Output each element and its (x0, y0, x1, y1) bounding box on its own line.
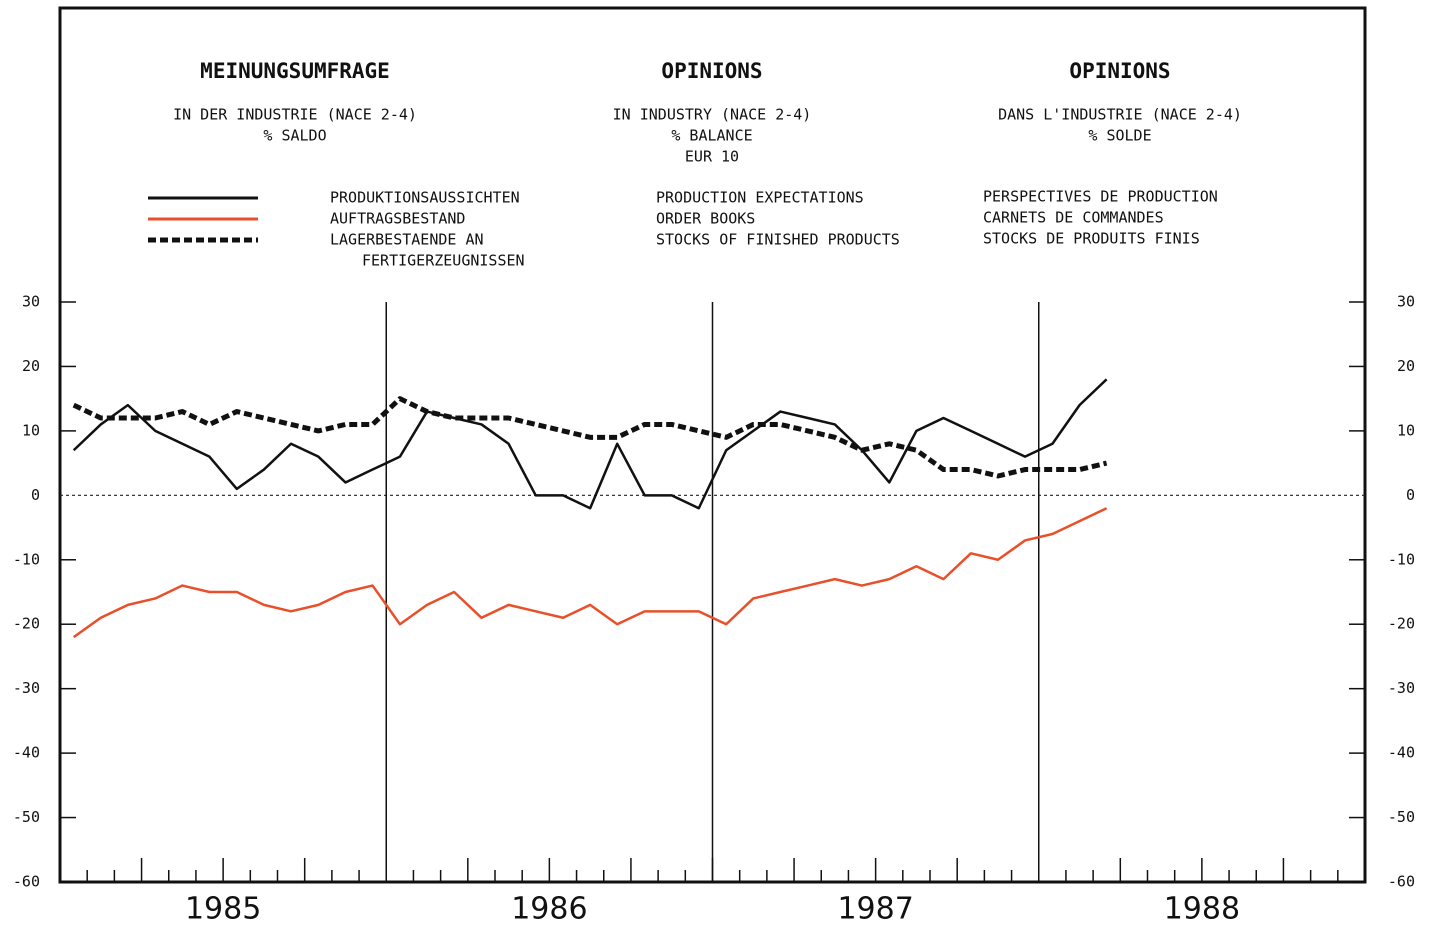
legend-label-de: LAGERBESTAENDE AN (330, 231, 484, 249)
header-title: OPINIONS (661, 59, 762, 83)
legend-label: ORDER BOOKS (656, 210, 755, 228)
y2-tick-label: -50 (1388, 808, 1415, 826)
header-line: IN DER INDUSTRIE (NACE 2-4) (173, 106, 417, 124)
y-tick-label: -10 (13, 550, 40, 568)
y-tick-label: -20 (13, 615, 40, 633)
y-tick-label: 10 (22, 421, 40, 439)
header-line: DANS L'INDUSTRIE (NACE 2-4) (998, 106, 1242, 124)
y2-tick-label: 30 (1397, 293, 1415, 311)
y-tick-label: 30 (22, 293, 40, 311)
header-line: % BALANCE (671, 127, 752, 145)
y-tick-label: -30 (13, 679, 40, 697)
legend-label-fr: STOCKS DE PRODUITS FINIS (983, 230, 1200, 248)
y2-tick-label: -20 (1388, 615, 1415, 633)
y2-tick-label: -10 (1388, 550, 1415, 568)
y2-tick-label: 20 (1397, 357, 1415, 375)
y-tick-label: -60 (13, 873, 40, 891)
header-title: OPINIONS (1069, 59, 1170, 83)
y2-tick-label: -40 (1388, 744, 1415, 762)
x-tick-label: 1986 (511, 892, 587, 927)
header-line: % SOLDE (1088, 127, 1151, 145)
y-tick-label: 20 (22, 357, 40, 375)
x-tick-label: 1987 (837, 892, 913, 927)
y2-tick-label: 0 (1406, 486, 1415, 504)
header-line: EUR 10 (685, 148, 739, 166)
y2-tick-label: -60 (1388, 873, 1415, 891)
legend-label-de: PRODUKTIONSAUSSICHTEN (330, 189, 520, 207)
header-line: IN INDUSTRY (NACE 2-4) (613, 106, 812, 124)
legend-label: PRODUCTION EXPECTATIONS (656, 189, 864, 207)
legend-label-de: FERTIGERZEUGNISSEN (362, 252, 525, 270)
y2-tick-label: -30 (1388, 679, 1415, 697)
y2-tick-label: 10 (1397, 421, 1415, 439)
legend-label-fr: PERSPECTIVES DE PRODUCTION (983, 188, 1218, 206)
series-line (72, 378, 1108, 510)
legend-label-fr: CARNETS DE COMMANDES (983, 209, 1164, 227)
series-line (72, 507, 1108, 639)
header-line: % SALDO (263, 127, 326, 145)
series-line (72, 396, 1108, 479)
x-tick-label: 1988 (1164, 892, 1240, 927)
y-tick-label: -50 (13, 808, 40, 826)
x-tick-label: 1985 (185, 892, 261, 927)
header-title: MEINUNGSUMFRAGE (200, 59, 390, 83)
legend-label-de: AUFTRAGSBESTAND (330, 210, 465, 228)
y-tick-label: 0 (31, 486, 40, 504)
legend-label: STOCKS OF FINISHED PRODUCTS (656, 231, 900, 249)
y-tick-label: -40 (13, 744, 40, 762)
